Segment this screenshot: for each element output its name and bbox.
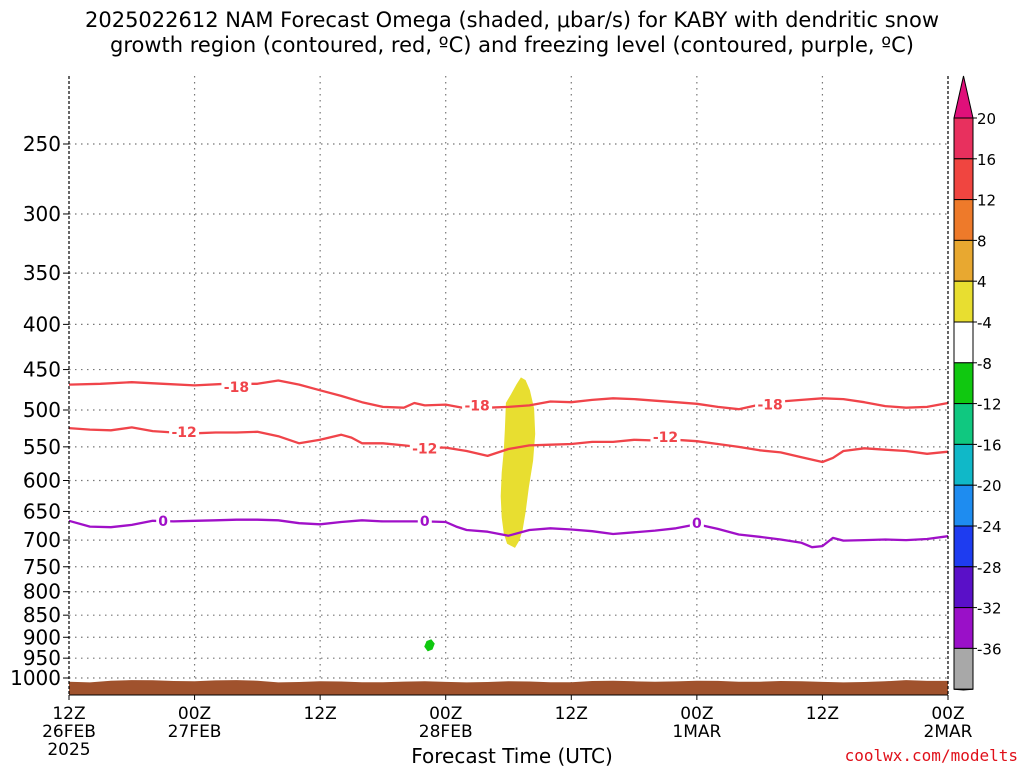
colorbar-label-7: -12 bbox=[977, 396, 1002, 414]
x-axis-title: Forecast Time (UTC) bbox=[411, 744, 613, 768]
y-tick-label-800: 800 bbox=[23, 580, 61, 604]
colorbar-segment-10 bbox=[953, 525, 974, 568]
x-tick-label-2-1: 12Z bbox=[304, 704, 337, 724]
contour-lines: -18 -18 -18 -12 -12 -12 0 0 0 bbox=[68, 379, 949, 549]
y-tick-label-300: 300 bbox=[23, 202, 61, 226]
colorbar-segment-2 bbox=[953, 199, 974, 241]
colorbar-segment-7 bbox=[953, 403, 974, 445]
y-tick-label-250: 250 bbox=[23, 132, 61, 156]
contour-label-1-1: -12 bbox=[412, 441, 437, 457]
grid-lines bbox=[69, 76, 948, 695]
y-tick-label-700: 700 bbox=[23, 528, 61, 552]
contour-label-1-2: -12 bbox=[653, 430, 678, 446]
contour-label-bg-2-1 bbox=[417, 512, 432, 529]
x-tick-label-1-2: 27FEB bbox=[168, 722, 222, 742]
credit-link[interactable]: coolwx.com/modelts bbox=[844, 746, 1018, 765]
shaded-region-1 bbox=[424, 639, 435, 652]
colorbar-segment-1 bbox=[953, 158, 974, 201]
x-tick-label-6-1: 12Z bbox=[806, 704, 839, 724]
contour-label-2-2: 0 bbox=[692, 516, 702, 532]
x-tick-label-7-2: 2MAR bbox=[924, 722, 973, 742]
colorbar-top-arrow bbox=[953, 75, 974, 119]
colorbar-label-11: -28 bbox=[977, 559, 1002, 577]
x-tick-label-7-1: 00Z bbox=[931, 704, 964, 724]
y-tick-label-1000: 1000 bbox=[10, 666, 61, 690]
contour-label-bg-1-0 bbox=[169, 423, 200, 440]
colorbar-segment-11 bbox=[953, 566, 974, 609]
contour-label-0-1: -18 bbox=[464, 398, 489, 414]
x-tick-label-0-2: 26FEB bbox=[42, 722, 96, 742]
contour-label-bg-0-1 bbox=[462, 397, 493, 414]
colorbar-label-0: 20 bbox=[977, 110, 996, 128]
y-tick-label-450: 450 bbox=[23, 358, 61, 382]
colorbar-segment-0 bbox=[953, 117, 974, 160]
x-tick-label-4-1: 12Z bbox=[555, 704, 588, 724]
y-tick-label-500: 500 bbox=[23, 398, 61, 422]
colorbar-segment-4 bbox=[953, 280, 974, 323]
y-tick-label-750: 750 bbox=[23, 555, 61, 579]
y-tick-label-850: 850 bbox=[23, 603, 61, 627]
contour-label-bg-1-1 bbox=[409, 440, 440, 457]
colorbar-label-3: 8 bbox=[977, 232, 987, 250]
colorbar-label-4: 4 bbox=[977, 273, 987, 291]
contour-label-bg-1-2 bbox=[650, 428, 681, 445]
chart-title-line-1: 2025022612 NAM Forecast Omega (shaded, μ… bbox=[84, 8, 940, 32]
colorbar-segment-3 bbox=[953, 239, 974, 282]
colorbar-segment-9 bbox=[953, 484, 974, 527]
colorbar-segment-8 bbox=[953, 443, 974, 486]
contour-label-bg-2-0 bbox=[156, 512, 171, 529]
x-tick-label-3-2: 28FEB bbox=[419, 722, 473, 742]
y-axis-ticks: 2503003504004505005506006507007508008509… bbox=[10, 132, 69, 690]
y-tick-label-400: 400 bbox=[23, 312, 61, 336]
contour-line-1 bbox=[68, 426, 949, 464]
contour-label-2-1: 0 bbox=[420, 514, 430, 530]
contour-label-1-0: -12 bbox=[171, 425, 196, 441]
contour-label-bg-2-2 bbox=[689, 515, 704, 532]
y-tick-label-550: 550 bbox=[23, 435, 61, 459]
shaded-region-0 bbox=[500, 377, 536, 548]
y-tick-label-650: 650 bbox=[23, 499, 61, 523]
colorbar-label-13: -36 bbox=[977, 640, 1002, 658]
shaded-regions bbox=[424, 377, 536, 652]
colorbar-label-12: -32 bbox=[977, 600, 1002, 618]
contour-label-bg-0-0 bbox=[221, 379, 252, 396]
y-tick-label-350: 350 bbox=[23, 261, 61, 285]
colorbar-segment-13 bbox=[953, 647, 974, 690]
x-tick-label-0-3: 2025 bbox=[47, 740, 90, 760]
contour-label-2-0: 0 bbox=[158, 514, 168, 530]
y-tick-label-950: 950 bbox=[23, 646, 61, 670]
chart-title-line-2: growth region (contoured, red, ºC) and f… bbox=[110, 33, 914, 57]
contour-label-bg-0-2 bbox=[755, 396, 786, 413]
colorbar-label-8: -16 bbox=[977, 436, 1002, 454]
x-tick-label-5-1: 00Z bbox=[680, 704, 713, 724]
colorbar-label-2: 12 bbox=[977, 192, 996, 210]
contour-line-2 bbox=[68, 518, 949, 549]
contour-label-0-2: -18 bbox=[757, 398, 782, 414]
x-tick-label-1-1: 00Z bbox=[178, 704, 211, 724]
contour-line-0 bbox=[68, 379, 949, 411]
y-tick-label-900: 900 bbox=[23, 625, 61, 649]
x-tick-label-5-2: 1MAR bbox=[672, 722, 721, 742]
colorbar-label-6: -8 bbox=[977, 355, 992, 373]
colorbar: 20 16 12 8 4 -4 -8 -12 -16 -20 -24 -28 -32 -36 bbox=[953, 75, 1002, 691]
contour-label-0-0: -18 bbox=[224, 380, 249, 396]
y-tick-label-600: 600 bbox=[23, 468, 61, 492]
colorbar-label-10: -24 bbox=[977, 518, 1002, 536]
colorbar-label-9: -20 bbox=[977, 477, 1002, 495]
ground-surface bbox=[69, 680, 948, 695]
ground-terrain bbox=[69, 680, 948, 695]
x-tick-label-3-1: 00Z bbox=[429, 704, 462, 724]
colorbar-segment-5 bbox=[953, 321, 974, 364]
colorbar-segment-12 bbox=[953, 607, 974, 649]
colorbar-bottom-arrow bbox=[953, 688, 974, 691]
colorbar-label-1: 16 bbox=[977, 151, 996, 169]
colorbar-label-5: -4 bbox=[977, 314, 992, 332]
x-tick-label-0-1: 12Z bbox=[52, 704, 85, 724]
colorbar-segment-6 bbox=[953, 362, 974, 405]
